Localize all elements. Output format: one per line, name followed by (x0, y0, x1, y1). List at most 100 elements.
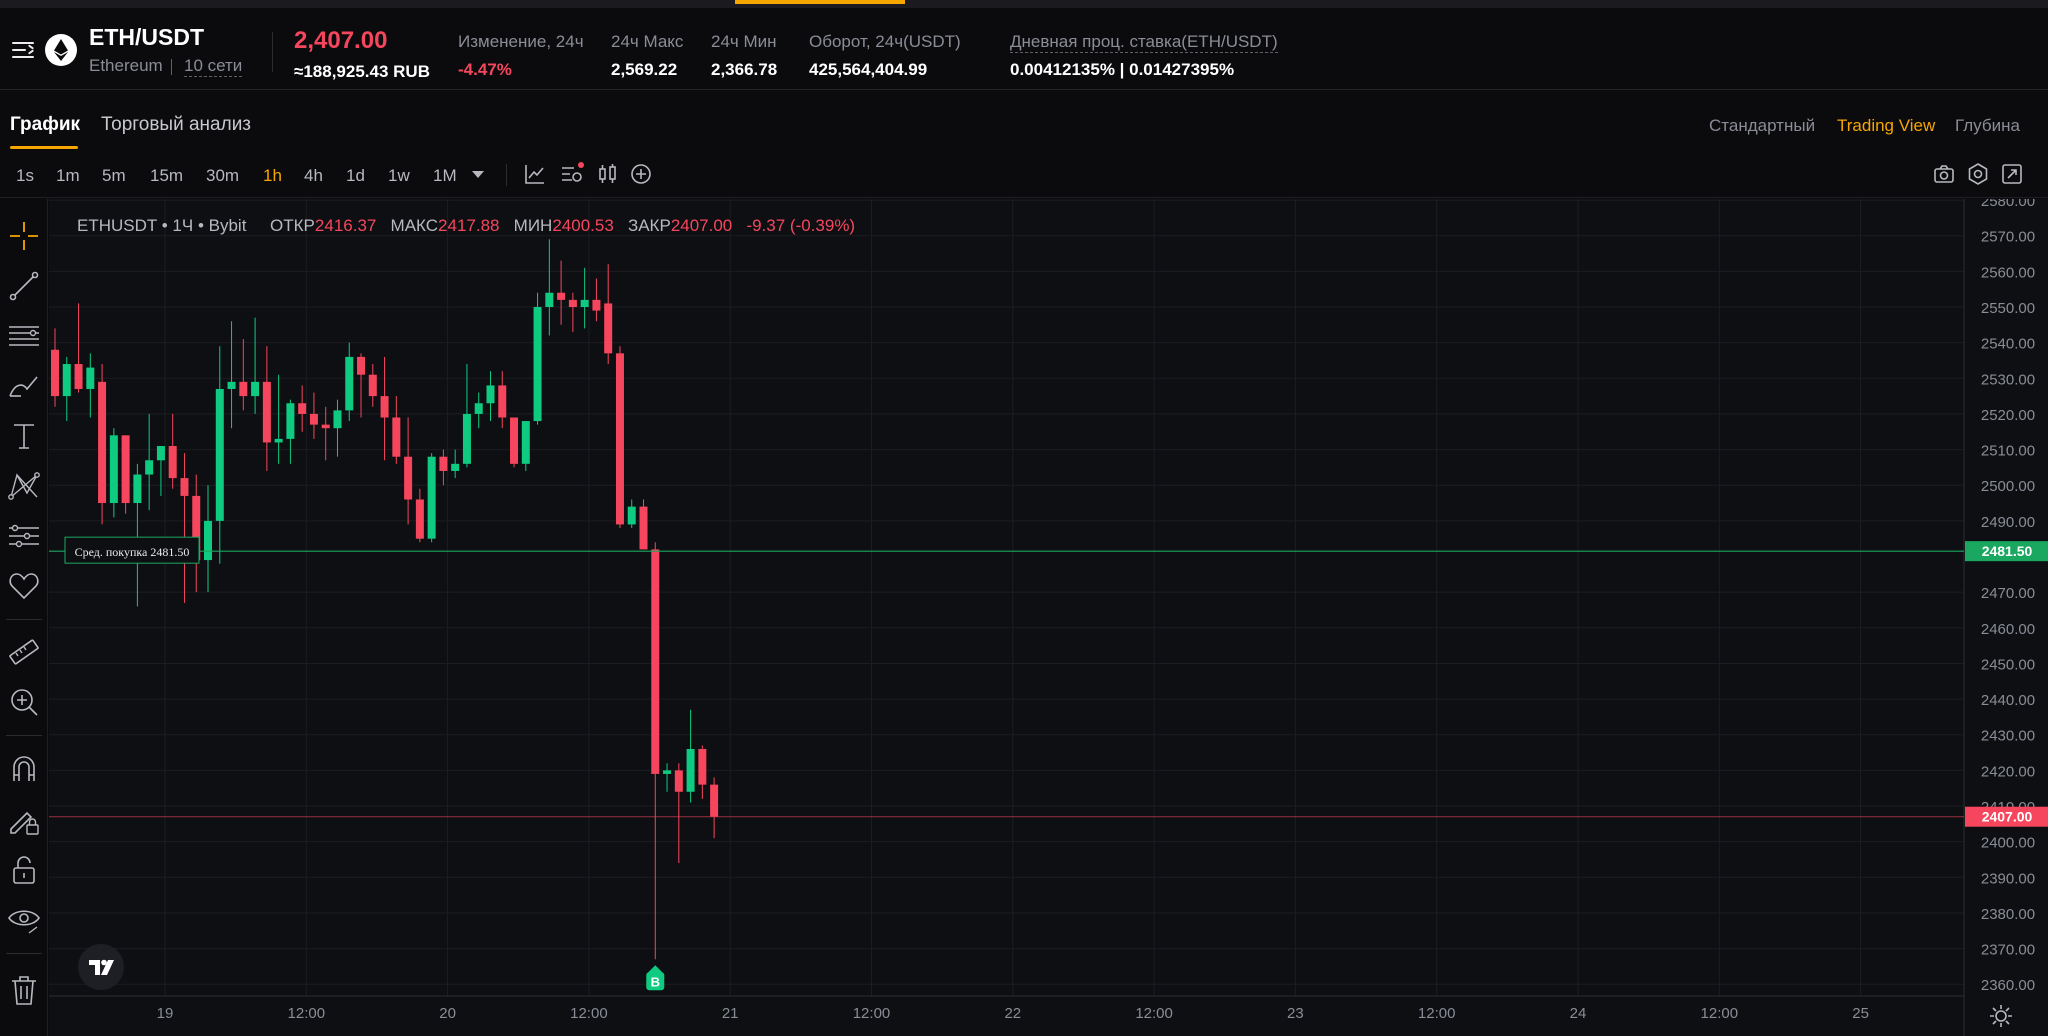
indicators-icon[interactable] (560, 162, 584, 186)
avg-buy-axis-tag (1965, 541, 2048, 562)
zoom-in-icon[interactable] (7, 685, 41, 719)
timeframe-1M[interactable]: 1M (433, 166, 457, 185)
candle-down (615, 353, 624, 525)
divider (272, 32, 273, 72)
candle-up (627, 506, 636, 525)
candles-icon[interactable] (596, 162, 620, 186)
stat-low-label: 24ч Мин (711, 32, 777, 51)
x-axis-label: 12:00 (853, 1005, 891, 1022)
buy-marker-arrow (647, 965, 664, 974)
view-depth[interactable]: Глубина (1955, 116, 2020, 135)
tradingview-logo-icon[interactable] (78, 944, 124, 990)
timeframe-1w[interactable]: 1w (388, 166, 410, 185)
candle-down (321, 424, 330, 429)
timeframe-1s[interactable]: 1s (16, 166, 34, 185)
candle-down (298, 403, 307, 414)
legend-change: -9.37 (-0.39%) (746, 216, 856, 235)
divider (6, 619, 42, 620)
y-axis-label: 2550.00 (1981, 300, 2035, 317)
stat-turnover-value: 425,564,404.99 (809, 60, 928, 79)
stat-rate-label[interactable]: Дневная проц. ставка(ETH/USDT) (1010, 32, 1278, 53)
pattern-icon[interactable] (7, 469, 41, 503)
y-axis-label: 2540.00 (1981, 336, 2035, 353)
text-icon[interactable] (7, 419, 41, 453)
y-axis-label: 2420.00 (1981, 763, 2035, 780)
candle-down (604, 303, 613, 354)
coin-name: Ethereum (89, 56, 163, 75)
networks-link[interactable]: 10 сети (184, 56, 243, 77)
y-axis-label: 2400.00 (1981, 835, 2035, 852)
divider (171, 59, 172, 75)
active-tab-indicator (735, 0, 905, 4)
current-price-axis-label: 2407.00 (1982, 809, 2033, 825)
lock-drawings-icon[interactable] (7, 803, 41, 837)
horizontal-lines-icon[interactable] (7, 319, 41, 353)
timeframe-1d[interactable]: 1d (346, 166, 365, 185)
timeframe-30m[interactable]: 30m (206, 166, 240, 185)
magnet-icon[interactable] (7, 753, 41, 787)
candle-down (510, 417, 519, 464)
buy-marker-label: B (651, 974, 660, 989)
timeframe-15m[interactable]: 15m (150, 166, 184, 185)
candle-up (145, 460, 154, 475)
avg-buy-axis-label: 2481.50 (1982, 543, 2033, 559)
axis-settings-gear-icon[interactable] (1988, 1003, 2014, 1029)
candle-up (451, 463, 460, 471)
legend-low: 2400.53 (552, 216, 614, 235)
stat-turnover-label: Оборот, 24ч(USDT) (809, 32, 961, 51)
timeframe-dropdown-icon[interactable] (466, 162, 490, 186)
legend-high-label: МАКС (390, 216, 439, 235)
candle-down (168, 446, 177, 479)
menu-icon[interactable] (12, 40, 35, 60)
legend-exchange: Bybit (208, 216, 247, 235)
price-chart[interactable]: 2580.00 2570.00 2560.00 2550.00 2540.00 2530.… (49, 199, 2048, 1036)
legend-close: 2407.00 (670, 216, 733, 235)
candle-up (109, 435, 118, 504)
brush-icon[interactable] (7, 369, 41, 403)
candle-up (333, 410, 342, 429)
tab-trading-analysis[interactable]: Торговый анализ (101, 114, 252, 135)
crosshair-icon[interactable] (7, 219, 41, 253)
x-axis-label: 12:00 (1701, 1005, 1739, 1022)
candle-down (309, 413, 318, 425)
view-standard[interactable]: Стандартный (1709, 116, 1816, 135)
y-axis-label: 2500.00 (1981, 478, 2035, 495)
legend-symbol: ETHUSDT (77, 216, 157, 235)
timeframe-1m[interactable]: 1m (56, 166, 80, 185)
timeframe-4h[interactable]: 4h (304, 166, 323, 185)
candle-up (580, 299, 589, 308)
add-compare-icon[interactable] (629, 162, 653, 186)
candle-up (545, 292, 554, 308)
chart-tabs: График Торговый анализ Стандартный Tradi… (0, 90, 2048, 152)
ruler-icon[interactable] (7, 635, 41, 669)
divider (6, 735, 42, 736)
ethereum-logo-icon (45, 34, 77, 66)
trash-icon[interactable] (7, 973, 41, 1007)
prediction-icon[interactable] (7, 519, 41, 553)
eye-icon[interactable] (7, 903, 41, 937)
candle-down (262, 381, 271, 443)
candle-down (674, 770, 683, 792)
tab-chart[interactable]: График (10, 114, 81, 135)
last-price: 2,407.00 (294, 27, 388, 54)
chart-type-icon[interactable] (523, 162, 547, 186)
fullscreen-icon[interactable] (2000, 162, 2024, 186)
camera-icon[interactable] (1932, 162, 1956, 186)
timeframe-5m[interactable]: 5m (102, 166, 126, 185)
trend-line-icon[interactable] (7, 269, 41, 303)
view-tradingview[interactable]: Trading View (1837, 116, 1936, 135)
stat-high-value: 2,569.22 (611, 60, 678, 79)
stat-change-label: Изменение, 24ч (458, 32, 584, 51)
unlock-icon[interactable] (7, 853, 41, 887)
candle-down (98, 381, 107, 504)
x-axis-label: 12:00 (288, 1005, 326, 1022)
buy-marker (646, 972, 665, 991)
candle-up (427, 456, 436, 539)
pair-symbol[interactable]: ETH/USDT (89, 24, 204, 50)
favorites-heart-icon[interactable] (7, 569, 41, 603)
candle-up (345, 356, 354, 411)
legend-interval: 1Ч (172, 216, 194, 235)
candle-down (180, 478, 189, 496)
settings-icon[interactable] (1966, 162, 1990, 186)
timeframe-1h[interactable]: 1h (263, 166, 282, 185)
